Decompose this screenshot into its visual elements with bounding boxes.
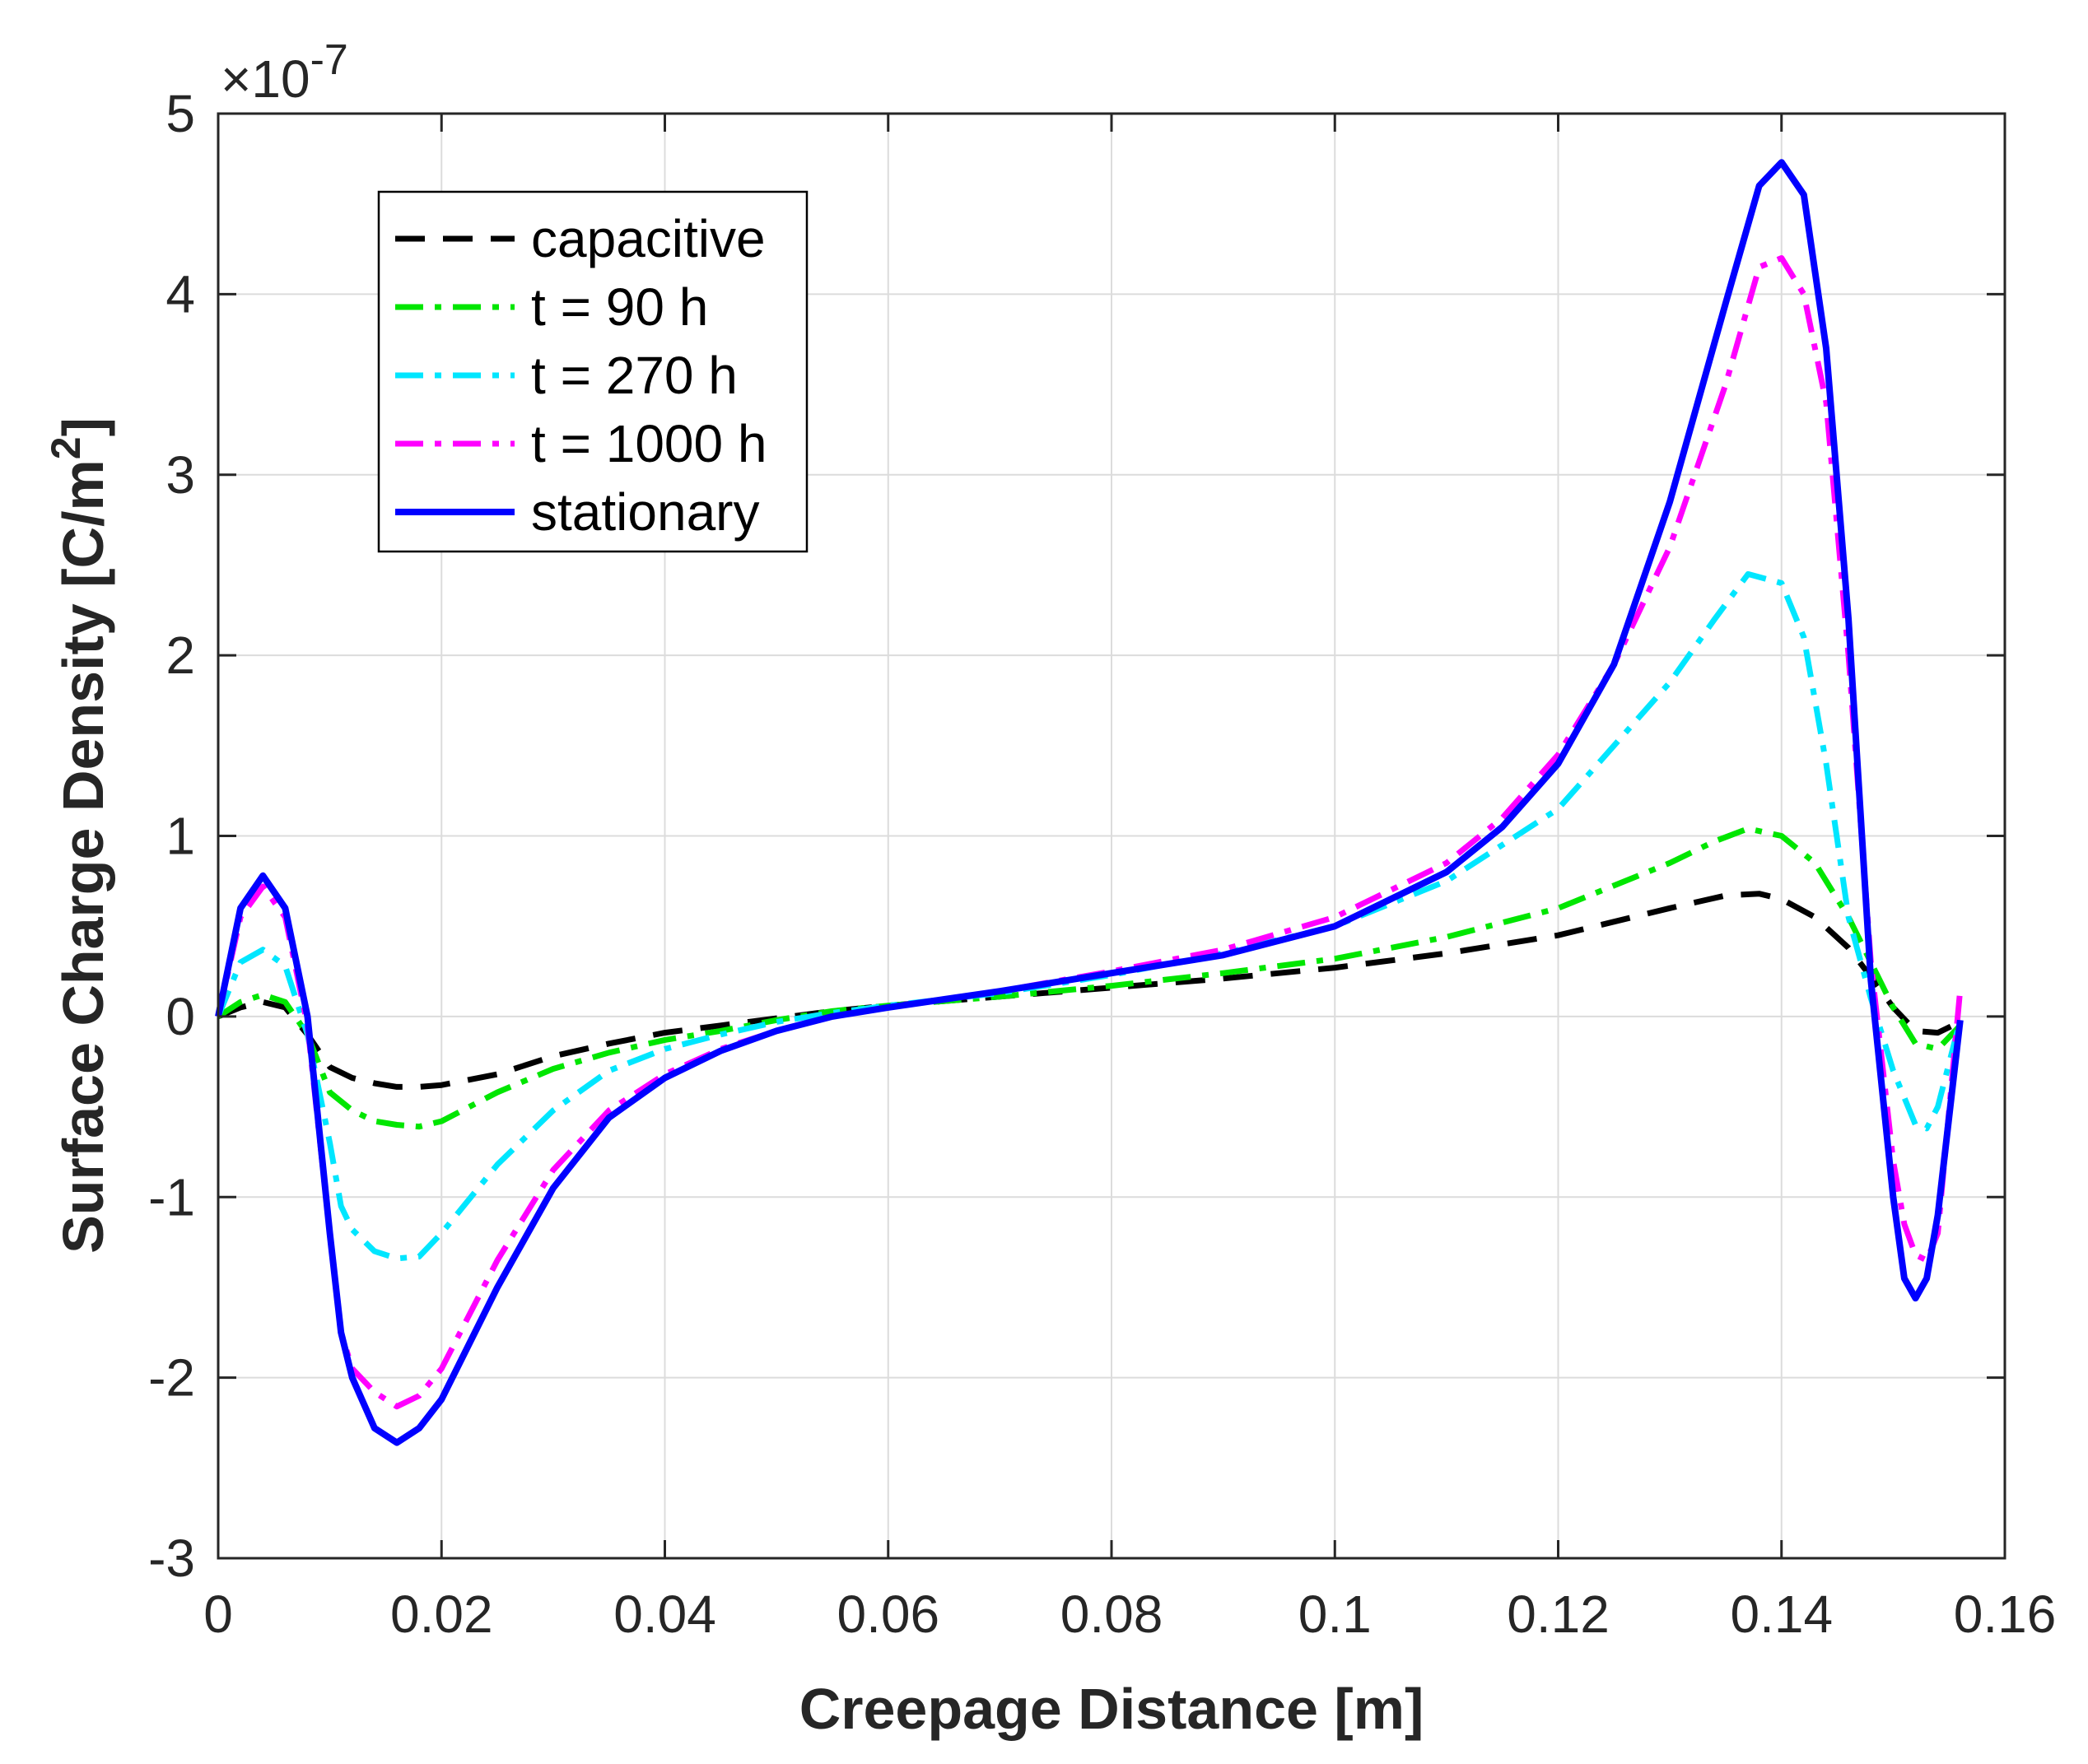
x-tick-label: 0.02 xyxy=(390,1585,493,1644)
x-tick-label: 0.1 xyxy=(1298,1585,1372,1644)
x-tick-label: 0.16 xyxy=(1954,1585,2057,1644)
y-multiplier: ×10-7 xyxy=(221,36,348,109)
legend-label: t = 1000 h xyxy=(531,414,767,473)
ticks xyxy=(217,112,2006,1560)
x-tick-label: 0 xyxy=(203,1585,233,1644)
y-tick-label: -1 xyxy=(148,1167,195,1226)
series-layer xyxy=(215,159,1964,1446)
x-tick-label: 0.08 xyxy=(1060,1585,1163,1644)
x-tick-label: 0.14 xyxy=(1730,1585,1833,1644)
y-tick-label: -3 xyxy=(148,1529,195,1588)
y-tick-label: 1 xyxy=(165,807,195,866)
y-axis-title-superscript: 2 xyxy=(43,436,89,459)
legend-box xyxy=(377,190,809,553)
legend-label: t = 90 h xyxy=(531,277,708,337)
series-line-stationary xyxy=(215,159,1964,1446)
y-tick-label: 4 xyxy=(165,264,195,323)
legend-label: capacitive xyxy=(531,209,766,268)
y-tick-label: -2 xyxy=(148,1348,195,1408)
x-tick-label: 0.06 xyxy=(837,1585,939,1644)
legend: capacitive t = 90 h t = 270 h t = 1000 h sta… xyxy=(377,190,809,553)
tick-labels: 0 0.02 0.04 0.06 0.08 0.1 0.12 0.14 0.16 -3 -2 -1 0 1… xyxy=(148,84,2056,1644)
x-tick-label: 0.12 xyxy=(1507,1585,1610,1644)
y-tick-label: 3 xyxy=(165,445,195,505)
x-tick-label: 0.04 xyxy=(613,1585,716,1644)
legend-label: t = 270 h xyxy=(531,346,738,405)
y-tick-label: 0 xyxy=(165,987,195,1046)
y-multiplier-exponent: -7 xyxy=(310,36,348,84)
y-axis-title-close: ] xyxy=(51,417,115,436)
legend-label: stationary xyxy=(531,482,759,542)
series-line-t-270-h xyxy=(215,570,1964,1262)
y-tick-label: 2 xyxy=(165,626,195,685)
y-tick-label: 5 xyxy=(165,84,195,143)
x-axis-title: Creepage Distance [m] xyxy=(799,1677,1424,1741)
y-axis-title: Surface Charge Density [C/m2] xyxy=(43,417,115,1254)
